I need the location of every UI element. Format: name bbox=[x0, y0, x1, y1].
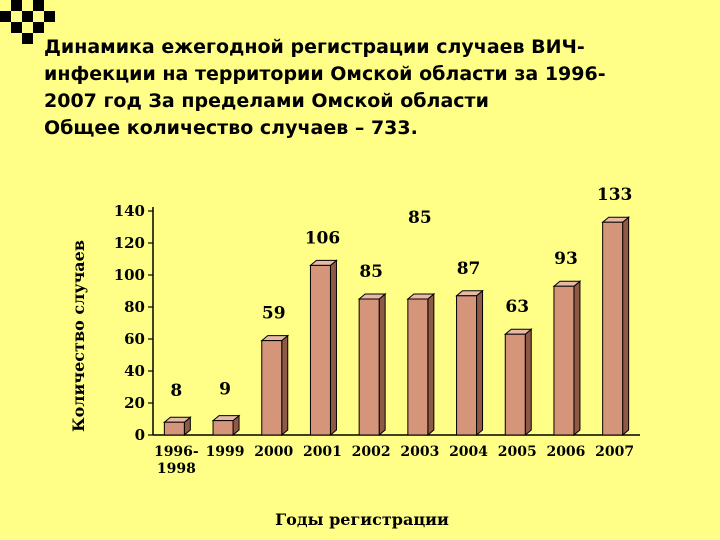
data-label: 85 bbox=[359, 262, 383, 282]
x-tick-label: 2003 bbox=[400, 444, 439, 460]
y-tick-label: 0 bbox=[135, 426, 145, 444]
x-tick-label: 2004 bbox=[449, 444, 488, 460]
bar bbox=[309, 259, 338, 437]
data-label: 8 bbox=[170, 381, 182, 401]
bar bbox=[162, 416, 192, 437]
x-tick-label: 2005 bbox=[498, 444, 537, 460]
bar-front bbox=[456, 295, 478, 436]
y-tick-label: 60 bbox=[124, 330, 145, 348]
y-tick-label: 20 bbox=[124, 394, 145, 412]
data-label: 93 bbox=[554, 249, 578, 269]
x-tick-label: 2006 bbox=[546, 444, 585, 460]
x-tick-label: 2002 bbox=[352, 444, 391, 460]
slide-title: Динамика ежегодной регистрации случаев В… bbox=[44, 34, 684, 142]
bar bbox=[503, 328, 533, 437]
bar-front bbox=[407, 298, 429, 436]
bar-side bbox=[573, 280, 581, 437]
x-tick-label: 1998 bbox=[157, 461, 196, 477]
title-line: инфекции на территории Омской области за… bbox=[44, 63, 606, 85]
bar bbox=[552, 280, 582, 437]
data-label: 133 bbox=[597, 185, 633, 205]
x-tick-label: 1996- bbox=[154, 444, 199, 460]
y-tick-label: 40 bbox=[124, 362, 145, 380]
x-tick-label: 2000 bbox=[254, 444, 293, 460]
bar-side bbox=[524, 328, 532, 437]
bar-front bbox=[553, 285, 575, 436]
bar-front bbox=[261, 340, 283, 436]
y-tick-label: 120 bbox=[114, 234, 145, 252]
bar bbox=[601, 216, 631, 437]
y-axis-label: Количество случаев bbox=[69, 240, 88, 432]
bar-side bbox=[329, 259, 337, 437]
y-tick-label: 100 bbox=[114, 266, 145, 284]
bar bbox=[211, 414, 241, 437]
bar bbox=[260, 334, 290, 437]
title-line: Общее количество случаев – 733. bbox=[44, 117, 418, 139]
bar bbox=[455, 289, 484, 437]
x-tick-label: 2007 bbox=[595, 444, 634, 460]
data-label: 87 bbox=[457, 259, 481, 279]
bar-front bbox=[504, 333, 526, 436]
bar-front bbox=[358, 298, 380, 436]
bar-front bbox=[309, 264, 331, 436]
x-tick-label: 1999 bbox=[206, 444, 245, 460]
x-tick-label: 2001 bbox=[303, 444, 342, 460]
bar-front bbox=[163, 421, 185, 436]
bar-side bbox=[281, 334, 289, 437]
bar-side bbox=[476, 289, 484, 437]
bar bbox=[406, 292, 436, 437]
bar-front bbox=[212, 420, 234, 436]
data-label: 106 bbox=[305, 228, 341, 248]
data-label: 9 bbox=[219, 380, 231, 400]
data-label: 63 bbox=[505, 297, 529, 317]
bar-side bbox=[427, 292, 435, 437]
bar-side bbox=[378, 292, 386, 437]
y-tick-label: 80 bbox=[124, 298, 145, 316]
bar-front bbox=[602, 221, 624, 436]
corner-decoration bbox=[0, 0, 60, 45]
x-axis-label: Годы регистрации bbox=[275, 510, 449, 529]
bar bbox=[357, 292, 387, 437]
title-line: 2007 год За пределами Омской области bbox=[44, 90, 489, 112]
data-label: 59 bbox=[262, 304, 286, 324]
y-tick-label: 140 bbox=[114, 202, 145, 220]
data-label: 85 bbox=[408, 208, 432, 228]
bar-side bbox=[622, 216, 630, 437]
title-line: Динамика ежегодной регистрации случаев В… bbox=[44, 36, 585, 58]
